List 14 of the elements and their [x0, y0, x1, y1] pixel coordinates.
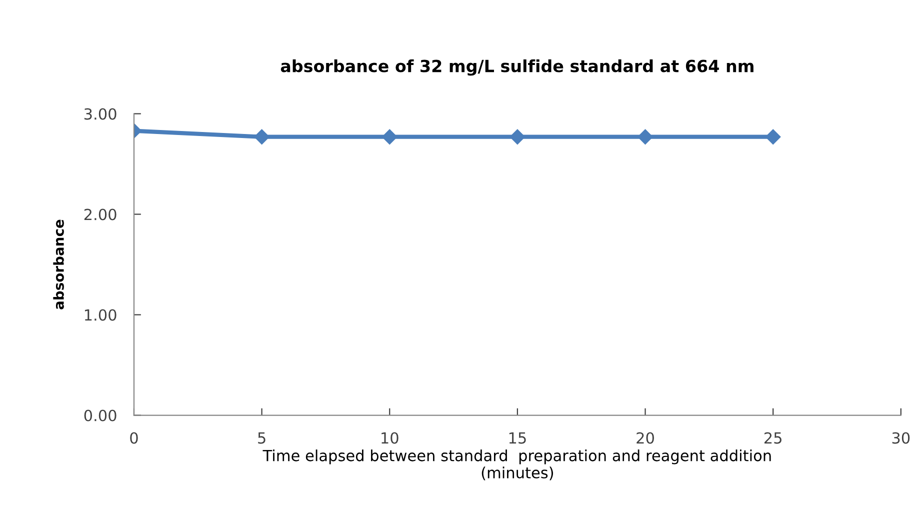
x-tick-label: 20	[636, 432, 654, 444]
y-axis-title: absorbance	[53, 220, 64, 310]
x-tick-label: 10	[382, 432, 398, 444]
y-tick-label: 1.00	[84, 309, 116, 321]
y-tick-label: 0.00	[84, 410, 116, 422]
x-tick-label: 0	[130, 432, 138, 444]
chart-title: absorbance of 32 mg/L sulfide standard at 664 nm	[280, 59, 754, 76]
x-tick-label: 15	[509, 432, 526, 444]
x-axis-title: Time elapsed between standard preparation and reagent addition (minutes)	[262, 449, 771, 480]
y-tick-label: 3.00	[84, 108, 116, 120]
x-tick-label: 25	[764, 432, 782, 444]
x-tick-label: 30	[892, 432, 910, 444]
x-tick-label: 5	[258, 432, 266, 444]
y-tick-label: 2.00	[84, 208, 116, 220]
